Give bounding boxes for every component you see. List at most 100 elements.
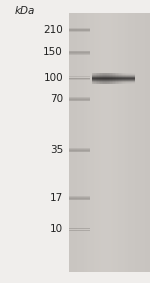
Bar	[86, 13, 87, 272]
Bar	[148, 13, 149, 272]
Bar	[134, 73, 135, 84]
Bar	[132, 73, 134, 84]
Text: 10: 10	[50, 224, 63, 234]
Bar	[69, 196, 90, 197]
Bar	[103, 73, 105, 84]
Bar	[140, 13, 141, 272]
Bar	[92, 13, 93, 272]
Bar	[69, 98, 90, 99]
Bar	[73, 13, 74, 272]
Bar	[127, 13, 128, 272]
Bar	[147, 13, 148, 272]
Bar	[108, 13, 110, 272]
Bar	[104, 13, 105, 272]
Bar	[139, 13, 140, 272]
Text: 100: 100	[43, 73, 63, 83]
Bar	[81, 13, 82, 272]
Bar	[121, 13, 122, 272]
Bar	[112, 73, 113, 84]
Bar	[69, 228, 90, 229]
Text: 17: 17	[50, 193, 63, 203]
Bar	[142, 13, 143, 272]
Bar	[111, 13, 112, 272]
Bar	[69, 148, 90, 149]
Bar	[105, 73, 106, 84]
Bar	[132, 13, 133, 272]
Bar	[69, 150, 90, 151]
Bar	[69, 99, 90, 100]
Bar	[69, 227, 90, 228]
Bar	[69, 231, 90, 232]
Bar	[129, 73, 131, 84]
Bar	[69, 27, 90, 28]
Bar	[69, 30, 90, 31]
Bar	[131, 13, 132, 272]
Bar	[128, 13, 129, 272]
Bar	[88, 13, 89, 272]
Bar	[100, 13, 101, 272]
Bar	[89, 13, 90, 272]
Bar	[120, 13, 121, 272]
Bar	[120, 73, 122, 84]
Bar	[102, 13, 103, 272]
Bar	[136, 13, 137, 272]
Bar	[146, 13, 147, 272]
Bar	[78, 13, 79, 272]
Bar	[87, 13, 88, 272]
Bar	[69, 97, 90, 98]
Bar	[149, 13, 150, 272]
Bar	[92, 73, 93, 84]
Bar	[107, 73, 109, 84]
Bar	[106, 13, 108, 272]
Bar	[105, 13, 106, 272]
Bar	[69, 198, 90, 199]
Text: 150: 150	[43, 47, 63, 57]
Bar	[123, 73, 125, 84]
Bar	[69, 53, 90, 54]
Bar	[96, 73, 97, 84]
Bar	[97, 13, 98, 272]
Bar	[69, 52, 90, 53]
Bar	[126, 13, 127, 272]
Bar	[113, 73, 115, 84]
Bar	[126, 73, 128, 84]
Bar	[116, 13, 117, 272]
Bar	[69, 200, 90, 201]
Bar	[69, 78, 90, 79]
Bar	[69, 31, 90, 32]
Bar	[137, 13, 138, 272]
Bar	[69, 13, 150, 272]
Bar	[79, 13, 80, 272]
Bar	[75, 13, 76, 272]
Bar	[93, 73, 94, 84]
Bar	[85, 13, 86, 272]
Bar	[115, 73, 116, 84]
Bar	[69, 77, 90, 78]
Bar	[98, 13, 99, 272]
Bar	[119, 13, 120, 272]
Text: kDa: kDa	[15, 6, 35, 16]
Bar	[96, 13, 97, 272]
Bar	[110, 13, 111, 272]
Bar	[99, 73, 100, 84]
Bar	[130, 13, 131, 272]
Bar	[69, 149, 90, 150]
Bar	[103, 13, 104, 272]
Bar	[90, 13, 91, 272]
Bar	[69, 50, 90, 51]
Bar	[69, 80, 90, 81]
Bar	[99, 13, 100, 272]
Bar	[138, 13, 139, 272]
Bar	[129, 13, 130, 272]
Bar	[122, 13, 123, 272]
Bar	[70, 13, 71, 272]
Bar	[100, 73, 102, 84]
Bar	[110, 73, 112, 84]
Bar	[114, 13, 115, 272]
Bar	[122, 73, 123, 84]
Bar	[144, 13, 145, 272]
Bar	[135, 13, 136, 272]
Bar	[133, 13, 134, 272]
Bar	[112, 13, 114, 272]
Bar	[141, 13, 142, 272]
